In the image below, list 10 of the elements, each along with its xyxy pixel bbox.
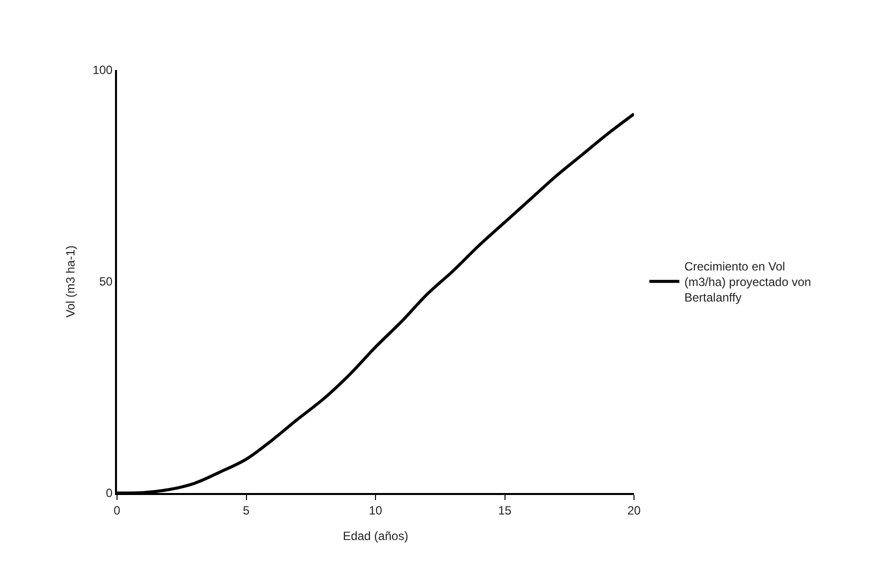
legend-label: Crecimiento en Vol (m3/ha) proyectado von Bertalanffy — [684, 259, 812, 305]
y-tick-label: 100 — [92, 63, 113, 78]
x-tick-label: 5 — [242, 503, 250, 518]
x-tick-label: 15 — [498, 503, 512, 518]
x-axis-title: Edad (años) — [342, 528, 408, 543]
x-tick-label: 20 — [627, 503, 641, 518]
y-tick-label: 0 — [106, 486, 113, 500]
y-tick-label: 50 — [99, 274, 113, 289]
x-tick-label: 10 — [368, 503, 382, 518]
y-axis-title: Vol (m3 ha-1) — [63, 245, 78, 318]
